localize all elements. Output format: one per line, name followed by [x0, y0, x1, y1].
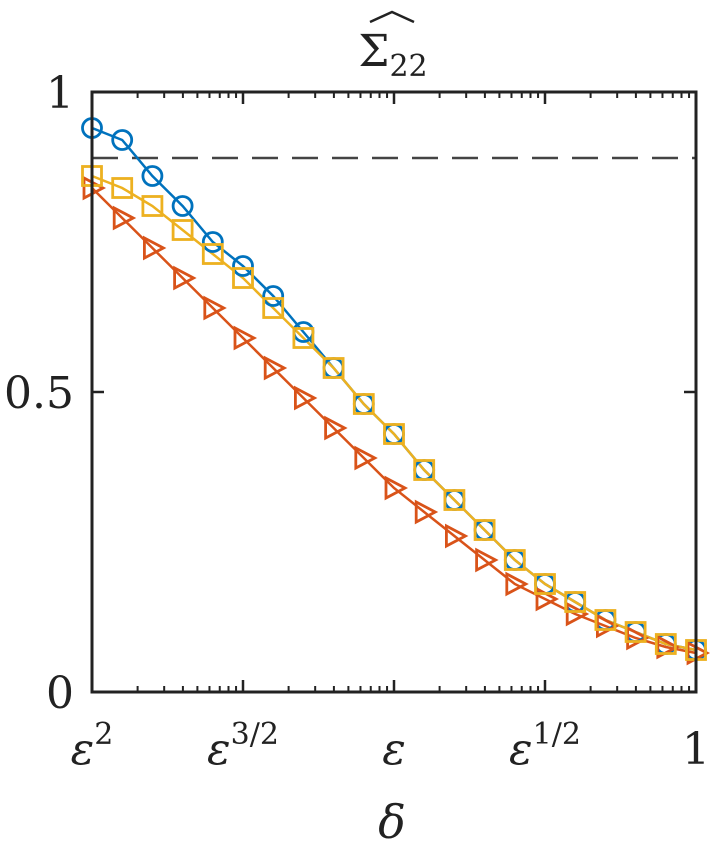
data-point-square [624, 621, 647, 643]
axes-frame [90, 90, 698, 694]
data-point-square [171, 219, 194, 241]
y-tick-label: 0.5 [4, 368, 74, 419]
data-point-square [111, 177, 134, 199]
x-tick-label-base: ε [71, 724, 95, 775]
data-point-triangle [293, 385, 318, 411]
data-point-triangle [263, 355, 288, 381]
data-point-triangle [142, 235, 167, 261]
chart-title: Σ22 [358, 26, 427, 84]
data-point-circle [262, 285, 285, 307]
data-point-triangle [626, 625, 650, 651]
data-point-square [322, 357, 345, 379]
data-point-triangle [384, 475, 409, 501]
data-point-circle [111, 129, 134, 151]
x-tick-label-base: ε [509, 724, 533, 775]
series-line-square [91, 174, 697, 652]
data-point-circle [141, 165, 164, 187]
data-point-triangle [656, 634, 680, 660]
data-point-square [352, 393, 375, 415]
data-point-square [232, 267, 254, 289]
data-point-triangle [565, 601, 590, 627]
y-tick-label: 1 [46, 68, 74, 119]
data-point-square [654, 633, 677, 655]
x-tick-label: ε1/2 [509, 717, 581, 775]
y-tick-label: 0 [46, 668, 74, 719]
data-point-triangle [354, 445, 378, 471]
x-tick-label: ε [382, 724, 406, 775]
data-point-square [413, 459, 436, 481]
data-point-circle [171, 195, 194, 217]
data-point-triangle [203, 295, 227, 321]
x-tick-label-exponent: 3/2 [231, 717, 279, 752]
data-point-square [141, 195, 164, 217]
data-point-triangle [112, 205, 137, 231]
data-point-square [201, 243, 224, 265]
data-point-square [443, 489, 466, 511]
data-point-triangle [324, 415, 348, 441]
data-point-square [262, 297, 285, 319]
plot-area: ε2 ε3/2 ε ε1/2 100.51 [4, 68, 711, 775]
chart-title-subscript: 22 [389, 49, 427, 84]
data-point-square [383, 423, 405, 445]
data-point-triangle [505, 571, 529, 597]
series-line-circle [91, 126, 697, 652]
data-point-triangle [414, 499, 439, 525]
data-point-triangle [596, 613, 620, 639]
x-tick-label-base: ε [207, 724, 231, 775]
data-point-square [503, 549, 526, 571]
data-point-triangle [444, 523, 469, 549]
x-tick-label-exponent: 2 [94, 717, 113, 752]
x-tick-label-exponent: 1/2 [533, 717, 581, 752]
data-point-triangle [173, 265, 197, 291]
data-point-square [534, 573, 556, 595]
data-point-triangle [233, 325, 258, 351]
x-tick-label: 1 [682, 724, 710, 775]
x-tick-label: ε2 [71, 717, 114, 775]
x-tick-label-base: ε [382, 724, 406, 775]
data-point-square [473, 519, 496, 541]
data-point-circle [201, 231, 224, 253]
series-line-triangle-right [91, 187, 697, 655]
data-point-circle [232, 255, 254, 277]
chart-title-symbol: Σ [358, 26, 389, 77]
x-axis-label: δ [378, 795, 406, 842]
x-tick-label: ε3/2 [207, 717, 279, 775]
data-point-square [564, 591, 587, 613]
data-point-square [292, 327, 315, 349]
data-point-triangle [475, 547, 499, 573]
data-point-square [594, 609, 617, 631]
title-hat [369, 10, 415, 24]
x-tick-label-base: 1 [682, 724, 710, 775]
